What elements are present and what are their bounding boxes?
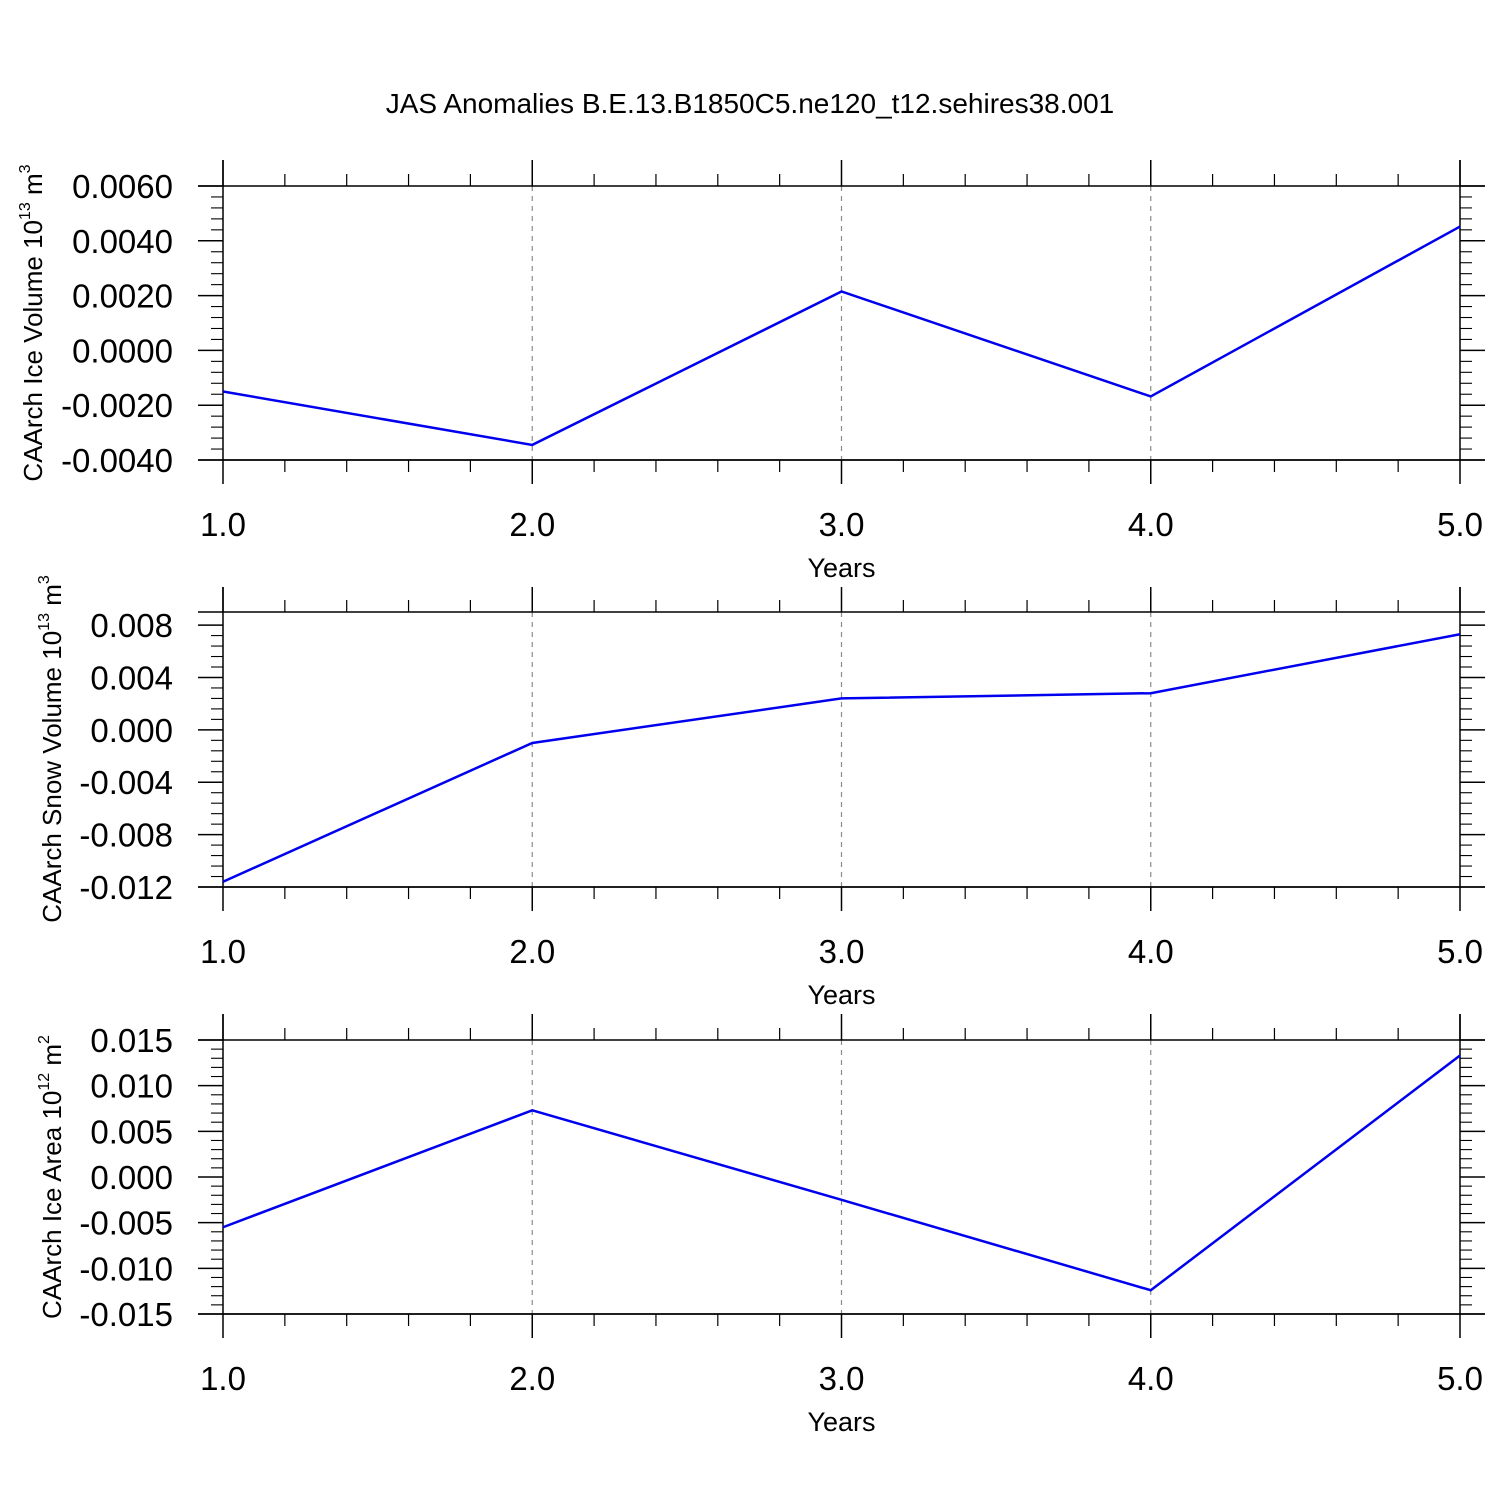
y-tick-label: 0.0020: [72, 278, 173, 315]
y-tick-label: -0.012: [79, 869, 173, 906]
y-tick-label: 0.000: [90, 1159, 173, 1196]
y-tick-label: 0.0000: [72, 332, 173, 369]
y-tick-label: -0.0020: [61, 387, 173, 424]
x-tick-label: 5.0: [1437, 506, 1483, 543]
x-tick-label: 4.0: [1128, 506, 1174, 543]
y-tick-label: 0.004: [90, 659, 173, 696]
x-tick-label: 2.0: [509, 1360, 555, 1397]
x-tick-label: 2.0: [509, 933, 555, 970]
y-tick-label: -0.0040: [61, 442, 173, 479]
y-tick-label: 0.010: [90, 1068, 173, 1105]
y-tick-label: -0.015: [79, 1296, 173, 1333]
x-tick-label: 3.0: [819, 933, 865, 970]
x-tick-label: 4.0: [1128, 1360, 1174, 1397]
y-axis-title-text: CAArch Ice Volume 10: [18, 220, 48, 482]
y-axis-title: CAArch Ice Volume 1013 m3: [17, 164, 48, 481]
y-axis-title-text: CAArch Snow Volume 10: [37, 631, 67, 923]
y-axis-title-sup1: 13: [17, 202, 34, 220]
y-tick-label: 0.0040: [72, 223, 173, 260]
y-tick-label: -0.008: [79, 817, 173, 854]
x-axis-title: Years: [807, 980, 875, 1010]
y-tick-label: 0.0060: [72, 168, 173, 205]
chart-title: JAS Anomalies B.E.13.B1850C5.ne120_t12.s…: [386, 88, 1115, 119]
x-axis-title: Years: [807, 1407, 875, 1437]
y-tick-label: -0.005: [79, 1205, 173, 1242]
y-tick-label: -0.004: [79, 764, 173, 801]
panel-1: 1.0 2.0 3.0 4.0 5.0 -0.0040 -0.0020 0.0000 0.002…: [17, 160, 1485, 583]
y-tick-label: 0.015: [90, 1022, 173, 1059]
y-axis-title-sup2: 2: [36, 1035, 53, 1044]
x-tick-label: 5.0: [1437, 933, 1483, 970]
panels: 1.0 2.0 3.0 4.0 5.0 -0.0040 -0.0020 0.0000 0.002…: [17, 160, 1485, 1437]
x-tick-label: 1.0: [200, 506, 246, 543]
y-axis-title-text: CAArch Ice Area 10: [37, 1091, 67, 1319]
y-axis-title-sup1: 13: [36, 613, 53, 631]
y-axis-title: CAArch Ice Area 1012 m2: [36, 1035, 67, 1319]
x-axis-title: Years: [807, 553, 875, 583]
x-tick-label: 5.0: [1437, 1360, 1483, 1397]
panel-2: 1.0 2.0 3.0 4.0 5.0 -0.012 -0.008 -0.004 0.000 0.…: [36, 575, 1485, 1010]
y-axis-title: CAArch Snow Volume 1013 m3: [36, 575, 67, 923]
y-tick-label: 0.005: [90, 1113, 173, 1150]
y-axis-title-mid: m: [37, 584, 67, 613]
x-tick-label: 1.0: [200, 1360, 246, 1397]
x-tick-label: 3.0: [819, 1360, 865, 1397]
y-axis-title-sup1: 12: [36, 1073, 53, 1091]
panel-3: 1.0 2.0 3.0 4.0 5.0 -0.015 -0.010 -0.005 0.000 0.…: [36, 1014, 1485, 1437]
y-tick-label: 0.008: [90, 607, 173, 644]
y-axis-title-mid: m: [18, 173, 48, 202]
y-tick-label: 0.000: [90, 712, 173, 749]
x-tick-label: 2.0: [509, 506, 555, 543]
x-tick-label: 3.0: [819, 506, 865, 543]
y-tick-label: -0.010: [79, 1250, 173, 1287]
x-tick-label: 4.0: [1128, 933, 1174, 970]
x-tick-label: 1.0: [200, 933, 246, 970]
y-axis-title-mid: m: [37, 1044, 67, 1073]
y-axis-title-sup2: 3: [17, 164, 34, 173]
y-axis-title-sup2: 3: [36, 575, 53, 584]
